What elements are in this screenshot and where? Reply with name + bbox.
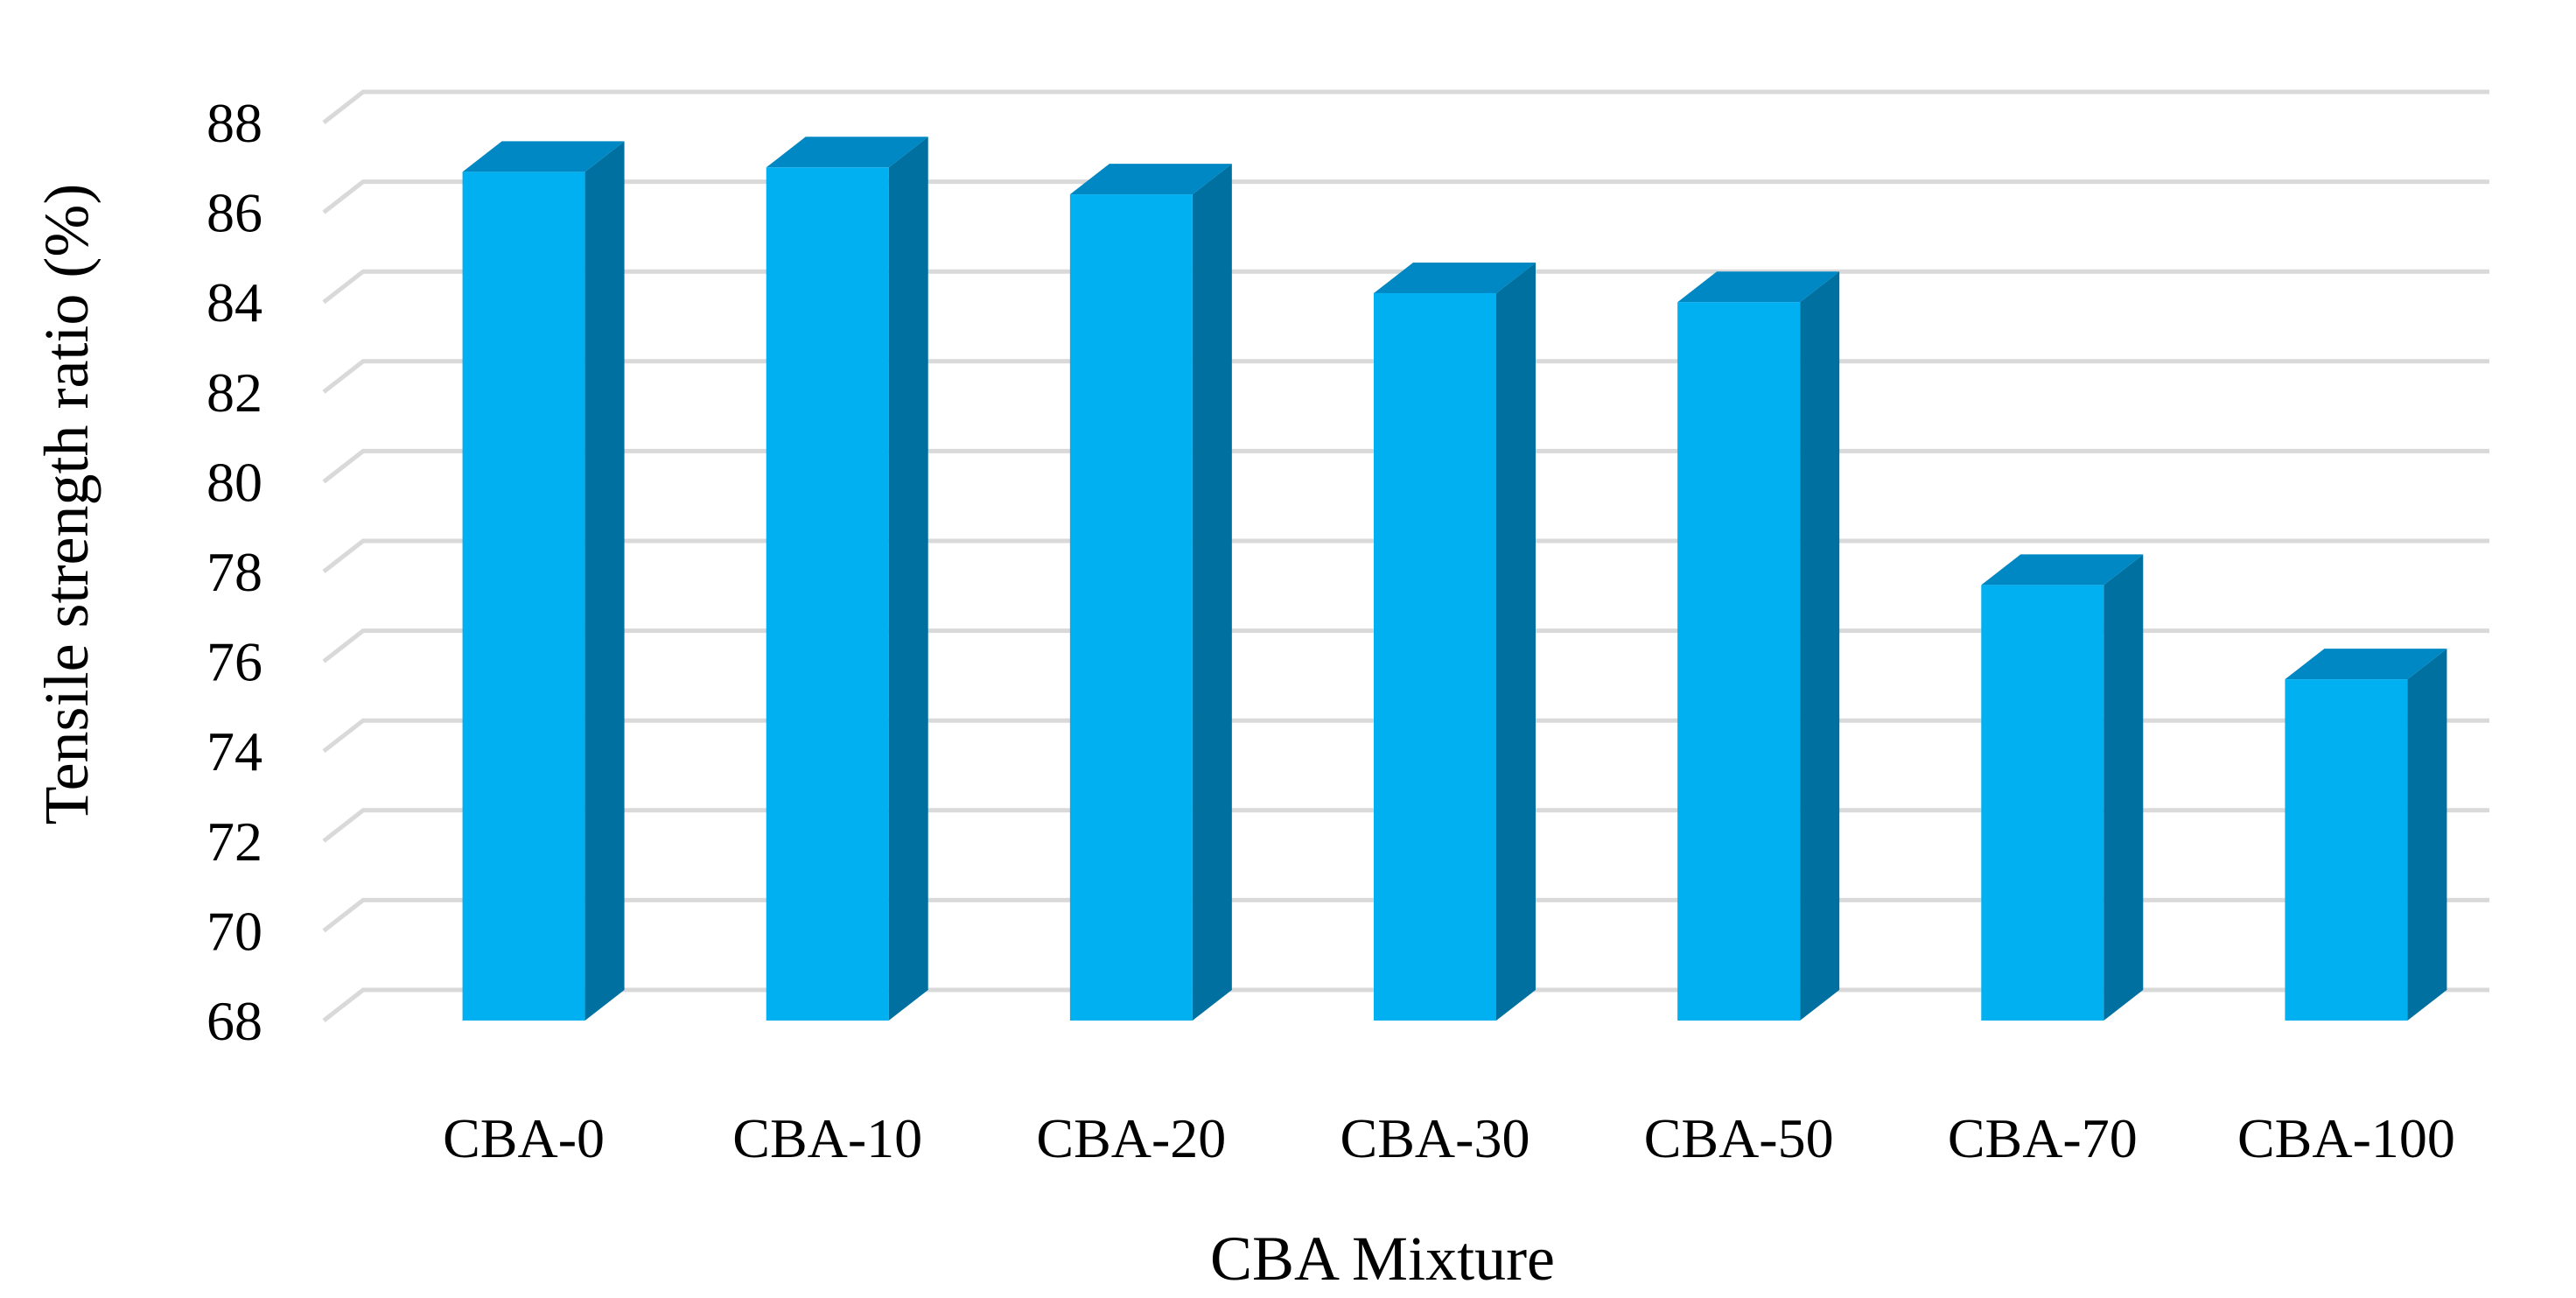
y-tick-label: 72 (206, 810, 262, 873)
x-tick-label: CBA-100 (2237, 1107, 2455, 1169)
bar (1677, 271, 1840, 1021)
bar (2285, 649, 2447, 1021)
bar-side (2407, 649, 2447, 1021)
bar-front (1981, 585, 2104, 1021)
bar-front (462, 172, 585, 1021)
x-axis-ticks: CBA-0 CBA-10 CBA-20 CBA-30 CBA-50 CBA-70 CBA-1… (443, 1107, 2455, 1169)
bar-side (888, 137, 928, 1021)
bar (462, 141, 625, 1021)
x-tick-label: CBA-30 (1340, 1107, 1530, 1169)
bar-front (1374, 292, 1496, 1021)
bar-side (1192, 164, 1232, 1021)
x-tick-label: CBA-20 (1036, 1107, 1226, 1169)
bar (766, 137, 928, 1021)
y-tick-label: 86 (206, 182, 262, 244)
y-tick-label: 76 (206, 631, 262, 693)
y-tick-label: 84 (206, 271, 262, 333)
bar-top (766, 137, 928, 168)
x-tick-label: CBA-70 (1948, 1107, 2138, 1169)
x-axis-title: CBA Mixture (1210, 1224, 1555, 1294)
bar-front (766, 167, 889, 1021)
bar-front (2285, 679, 2408, 1021)
x-tick-label: CBA-50 (1644, 1107, 1834, 1169)
x-tick-label: CBA-10 (732, 1107, 922, 1169)
y-tick-label: 88 (206, 92, 262, 154)
bar-top (1374, 262, 1536, 293)
x-tick-label: CBA-0 (443, 1107, 605, 1169)
gridlines (322, 89, 2489, 1022)
y-tick-label: 82 (206, 361, 262, 424)
bars (462, 137, 2447, 1021)
y-tick-label: 68 (206, 990, 262, 1052)
bar (1069, 164, 1232, 1021)
y-tick-label: 80 (206, 451, 262, 513)
y-tick-label: 74 (206, 720, 262, 782)
bar-top (1981, 554, 2144, 586)
bar-side (1496, 262, 1536, 1021)
bar-top (2285, 649, 2447, 680)
gridline (322, 179, 2489, 214)
y-axis-ticks: 68 70 72 74 76 78 80 82 84 86 88 (206, 92, 262, 1052)
bar-front (1069, 194, 1193, 1021)
bar-front (1677, 302, 1801, 1021)
y-tick-label: 70 (206, 900, 262, 962)
bar-side (1800, 271, 1840, 1021)
bar (1981, 554, 2144, 1021)
bar-side (584, 141, 625, 1021)
bar-top (1069, 164, 1232, 195)
bar (1374, 262, 1536, 1021)
y-axis-title: Tensile strength ratio (%) (32, 184, 102, 825)
bar-side (2104, 554, 2144, 1021)
bar-top (1677, 271, 1840, 303)
bar-top (462, 141, 625, 172)
y-tick-label: 78 (206, 541, 262, 603)
gridline (322, 89, 2489, 124)
